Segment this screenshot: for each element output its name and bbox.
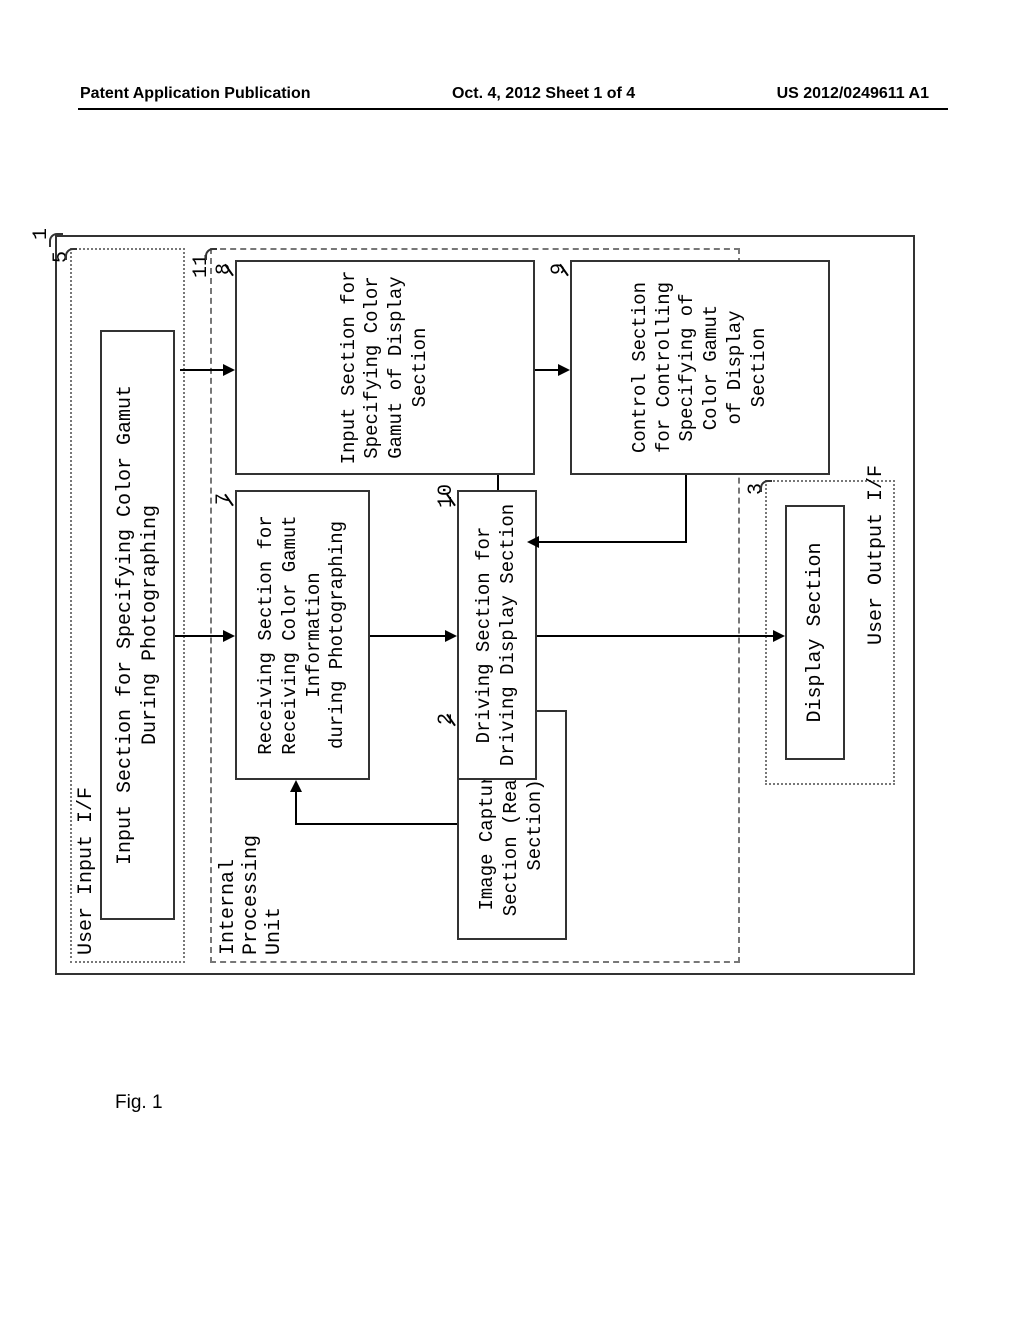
user-input-if-label: User Input I/F bbox=[75, 787, 98, 955]
header-middle: Oct. 4, 2012 Sheet 1 of 4 bbox=[452, 85, 635, 103]
arrow-capture-up-to-receiving-h bbox=[295, 790, 297, 825]
c2d-v bbox=[537, 541, 687, 543]
box-receiving: Receiving Section for Receiving Color Ga… bbox=[235, 490, 370, 780]
page-header: Patent Application Publication Oct. 4, 2… bbox=[0, 85, 1024, 103]
arrow-input-to-receiving-head bbox=[223, 630, 235, 642]
user-output-if-label: User Output I/F bbox=[865, 465, 888, 645]
arrow-capture-up-to-receiving-v bbox=[295, 823, 457, 825]
arrow-input-to-receiving bbox=[175, 635, 225, 637]
block-diagram: 1 User Input I/F 5 Input Section for Spe… bbox=[35, 235, 935, 975]
arrow-capture-up-to-receiving-head bbox=[290, 780, 302, 792]
c2d-h bbox=[685, 475, 687, 543]
arrow-receiving-to-driving bbox=[370, 635, 447, 637]
arrow-control-to-driving-seg1 bbox=[497, 475, 499, 490]
header-rule bbox=[78, 108, 948, 110]
arrow-receiving-to-driving-head bbox=[445, 630, 457, 642]
ref-11-curly bbox=[205, 248, 217, 260]
arrow-input-display-to-control bbox=[535, 369, 560, 371]
figure-label: Fig. 1 bbox=[115, 1092, 163, 1114]
ref-5-curly bbox=[65, 248, 77, 260]
box-input-photographing: Input Section for Specifying Color Gamut… bbox=[100, 330, 175, 920]
box-display: Display Section bbox=[785, 505, 845, 760]
c2d-head bbox=[527, 536, 539, 548]
arrow-input-display-to-control-head bbox=[558, 364, 570, 376]
arrow-driving-to-display-head bbox=[773, 630, 785, 642]
arrow-receiving-to-input-display-v bbox=[180, 369, 225, 371]
box-control: Control Section for Controlling Specifyi… bbox=[570, 260, 830, 475]
internal-processing-unit-label: Internal Processing Unit bbox=[217, 835, 286, 955]
box-input-display: Input Section for Specifying Color Gamut… bbox=[235, 260, 535, 475]
arrow-receiving-to-input-display-head bbox=[223, 364, 235, 376]
ref-1-curly bbox=[49, 233, 63, 247]
header-right: US 2012/0249611 A1 bbox=[777, 85, 929, 103]
arrow-driving-to-display bbox=[537, 635, 775, 637]
box-driving: Driving Section for Driving Display Sect… bbox=[457, 490, 537, 780]
ref-3-curly bbox=[760, 480, 772, 492]
header-left: Patent Application Publication bbox=[80, 85, 311, 103]
